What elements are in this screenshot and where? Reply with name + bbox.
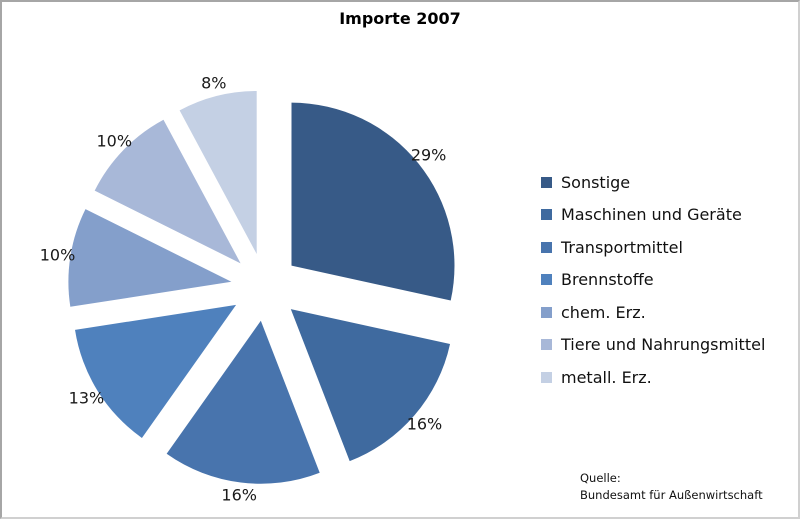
data-label: 16% bbox=[406, 414, 443, 434]
chart-title: Importe 2007 bbox=[339, 9, 461, 28]
legend-label: Transportmittel bbox=[561, 237, 683, 257]
legend-item: Sonstige bbox=[541, 166, 765, 199]
legend-item: Tiere und Nahrungsmittel bbox=[541, 329, 765, 362]
pie-slice-brennstoffe bbox=[75, 304, 237, 438]
legend-swatch bbox=[541, 274, 552, 286]
legend-item: Maschinen und Geräte bbox=[541, 199, 765, 232]
legend-swatch bbox=[541, 209, 552, 221]
legend-item: metall. Erz. bbox=[541, 361, 765, 394]
legend-label: Tiere und Nahrungsmittel bbox=[561, 335, 766, 355]
legend-item: Brennstoffe bbox=[541, 264, 765, 297]
legend-swatch bbox=[541, 339, 552, 351]
legend-label: Sonstige bbox=[561, 172, 631, 192]
legend-label: Maschinen und Geräte bbox=[561, 205, 742, 225]
legend-label: chem. Erz. bbox=[561, 302, 646, 322]
source-text: Bundesamt für Außenwirtschaft bbox=[580, 488, 763, 502]
legend-swatch bbox=[541, 306, 552, 318]
data-label: 29% bbox=[410, 145, 447, 165]
source-note: Quelle: Bundesamt für Außenwirtschaft bbox=[580, 470, 763, 504]
legend-label: metall. Erz. bbox=[561, 367, 652, 387]
legend-swatch bbox=[541, 371, 552, 383]
pie-slice-maschinen-und-geräte bbox=[290, 309, 451, 462]
data-label: 13% bbox=[68, 388, 105, 408]
legend-label: Brennstoffe bbox=[561, 270, 654, 290]
pie-slice-metall-erz- bbox=[179, 91, 257, 255]
pie-slice-sonstige bbox=[291, 102, 455, 301]
legend-item: chem. Erz. bbox=[541, 296, 765, 329]
pie-slice-chem-erz- bbox=[68, 209, 232, 307]
legend: Sonstige Maschinen und Geräte Transportmit… bbox=[541, 166, 765, 394]
data-label: 16% bbox=[221, 485, 257, 505]
legend-swatch bbox=[541, 241, 552, 253]
legend-item: Transportmittel bbox=[541, 231, 765, 264]
data-label: 8% bbox=[201, 73, 227, 93]
data-label: 10% bbox=[96, 131, 133, 151]
pie-slice-transportmittel bbox=[166, 320, 320, 484]
pie-slice-tiere-und-nahrungsmittel bbox=[94, 119, 241, 264]
legend-swatch bbox=[541, 176, 552, 188]
source-label: Quelle: bbox=[580, 471, 621, 485]
data-label: 10% bbox=[39, 245, 76, 265]
